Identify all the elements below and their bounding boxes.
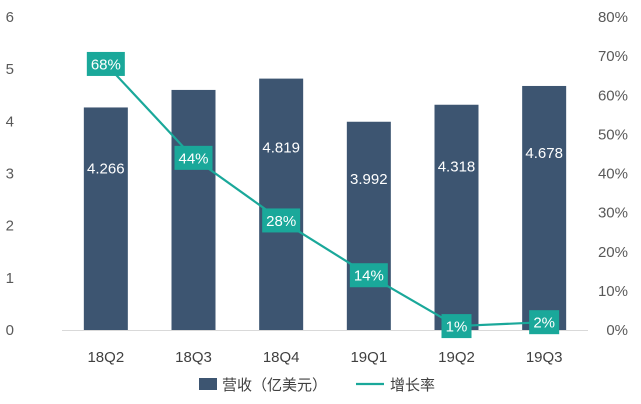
revenue-bar-18Q3: [171, 89, 216, 330]
growth-rate-label-box: [441, 314, 472, 339]
right-axis: 0% 10% 20% 30% 40% 50% 60% 70% 80%: [598, 9, 628, 339]
right-axis-tick: 30%: [598, 205, 628, 222]
growth-rate-label-box: [529, 310, 560, 335]
left-axis-tick: 0: [6, 322, 14, 339]
revenue-bar-19Q2: [434, 104, 479, 331]
left-axis-tick: 1: [6, 270, 14, 287]
right-axis-tick: 10%: [598, 283, 628, 300]
left-axis-tick: 3: [6, 166, 14, 183]
right-axis-tick: 70%: [598, 48, 628, 65]
right-axis-tick: 20%: [598, 244, 628, 261]
right-axis-tick: 80%: [598, 9, 628, 26]
growth-rate-label: 1%: [446, 319, 468, 336]
revenue-bar-label: 3.992: [350, 171, 388, 188]
revenue-bars: [62, 78, 588, 331]
right-axis-tick: 40%: [598, 166, 628, 183]
left-axis: 0 1 2 3 4 5 6: [6, 9, 14, 339]
category-label: 19Q1: [350, 349, 387, 366]
right-axis-tick: 50%: [598, 126, 628, 143]
revenue-bar-label: 4.819: [262, 140, 300, 157]
revenue-bar-label: 4.266: [87, 161, 125, 178]
growth-line-layer: 68% 44% 28% 14% 1% 2%: [86, 51, 560, 339]
legend-line-label: 增长率: [390, 376, 435, 394]
revenue-bar-18Q2: [83, 107, 128, 330]
category-label: 18Q3: [175, 349, 212, 366]
growth-rate-label: 44%: [178, 150, 208, 167]
category-label: 19Q3: [526, 349, 563, 366]
category-axis: 18Q2 18Q3 18Q4 19Q1 19Q2 19Q3: [87, 349, 562, 366]
revenue-bar-19Q1: [346, 121, 391, 330]
left-axis-tick: 2: [6, 218, 14, 235]
growth-rate-label-box: [86, 51, 125, 76]
revenue-bar-label: 4.678: [525, 145, 563, 162]
legend: 营收（亿美元） 增长率: [199, 376, 435, 394]
growth-rate-label-box: [349, 263, 388, 288]
growth-rate-label-box: [262, 208, 301, 233]
growth-rate-label: 2%: [533, 315, 555, 332]
left-axis-tick: 5: [6, 61, 14, 78]
right-axis-tick: 60%: [598, 87, 628, 104]
category-label: 19Q2: [438, 349, 475, 366]
category-label: 18Q4: [263, 349, 300, 366]
revenue-bar-label: 4.318: [438, 159, 476, 176]
growth-rate-label: 28%: [266, 213, 296, 230]
revenue-bar-19Q3: [522, 85, 567, 331]
growth-rate-label: 68%: [91, 56, 121, 73]
growth-rate-label: 14%: [354, 268, 384, 285]
left-axis-tick: 4: [6, 113, 14, 130]
right-axis-tick: 0%: [606, 322, 628, 339]
category-label: 18Q2: [87, 349, 124, 366]
growth-rate-label-box: [174, 145, 213, 170]
legend-bar-label: 营收（亿美元）: [222, 376, 327, 394]
left-axis-tick: 6: [6, 9, 14, 26]
revenue-bar-18Q4: [259, 78, 304, 331]
legend-bar-swatch: [199, 378, 217, 390]
